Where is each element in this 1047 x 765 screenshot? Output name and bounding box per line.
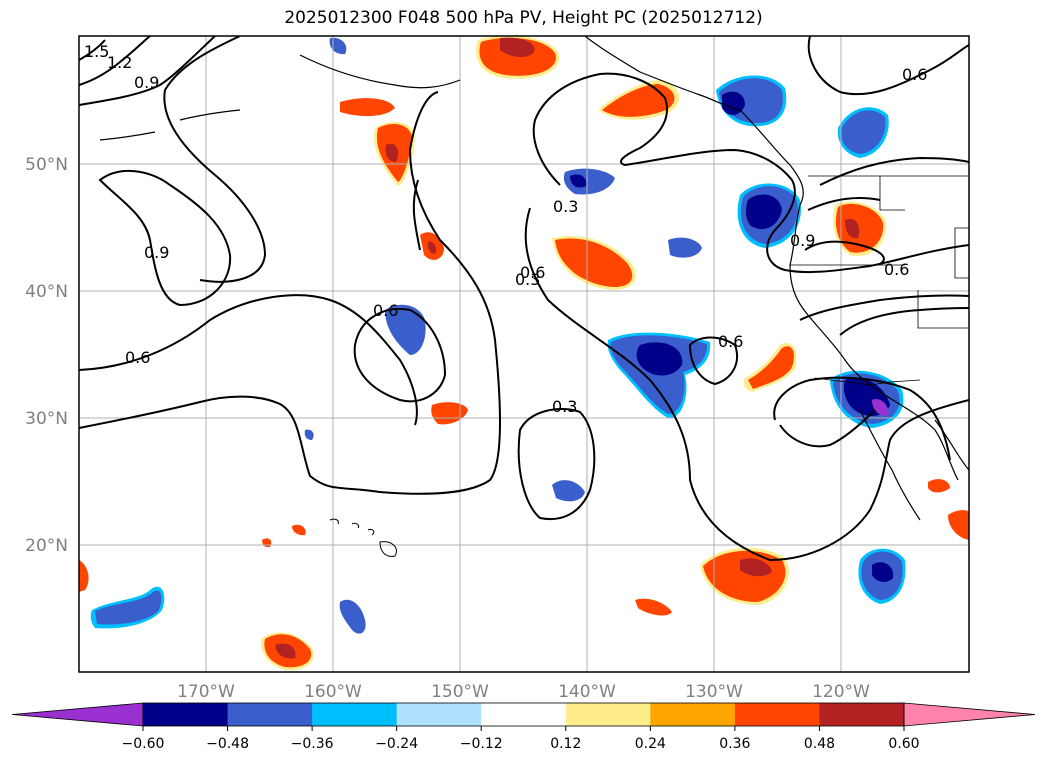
pv-shading <box>79 36 969 671</box>
hawaii-islands <box>329 518 397 557</box>
contour-label: 0.3 <box>553 197 578 216</box>
colorbar-segment <box>481 703 567 726</box>
contour-label: 0.9 <box>144 243 169 262</box>
negative-anomaly <box>90 37 906 634</box>
borders <box>790 175 969 386</box>
colorbar-segment <box>143 703 229 726</box>
contour-label: 0.6 <box>902 65 927 84</box>
contour-label: 1.2 <box>107 53 132 72</box>
longitude-labels: 170°W 160°W 150°W 140°W 130°W 120°W <box>177 682 870 702</box>
lat-label: 50°N <box>25 155 68 175</box>
colorbar-tick-label: −0.12 <box>460 736 503 752</box>
colorbar-segment <box>227 703 313 726</box>
colorbar-tick-label: 0.60 <box>888 736 919 752</box>
colorbar-tick-label: 0.48 <box>804 736 835 752</box>
contour-label: 0.6 <box>125 348 150 367</box>
lat-label: 40°N <box>25 282 68 302</box>
contour-label: 0.9 <box>134 73 159 92</box>
colorbar-tick-label: −0.48 <box>206 736 249 752</box>
height-contours <box>79 36 969 562</box>
lat-label: 20°N <box>25 536 68 556</box>
contour-label: 0.9 <box>790 231 815 250</box>
plot-area <box>79 36 969 672</box>
positive-anomaly <box>79 36 969 671</box>
contour-label: 0.3 <box>552 397 577 416</box>
lon-label: 160°W <box>304 682 362 702</box>
map-title: 2025012300 F048 500 hPa PV, Height PC (2… <box>284 8 763 28</box>
coastlines <box>99 36 969 521</box>
lon-label: 140°W <box>558 682 616 702</box>
lat-label: 30°N <box>25 409 68 429</box>
colorbar: −0.60 −0.48 −0.36 −0.24 −0.12 0.12 0.24 0.36 0.4… <box>11 702 1036 752</box>
colorbar-frame <box>142 702 905 727</box>
contour-label: 0.6 <box>373 301 398 320</box>
colorbar-extend-low <box>11 702 144 727</box>
colorbar-segment <box>565 703 651 726</box>
latitude-labels: 50°N 40°N 30°N 20°N <box>25 155 68 556</box>
lon-label: 150°W <box>431 682 489 702</box>
colorbar-extend-high <box>903 702 1036 727</box>
colorbar-tick-label: 0.36 <box>719 736 750 752</box>
colorbar-segment <box>396 703 482 726</box>
contour-label: 0.3 <box>515 270 540 289</box>
contour-label: 0.6 <box>520 263 545 282</box>
contour-label: 0.6 <box>718 332 743 351</box>
colorbar-segment <box>312 703 398 726</box>
colorbar-segment <box>819 703 905 726</box>
lon-label: 130°W <box>685 682 743 702</box>
colorbar-segment <box>734 703 820 726</box>
colorbar-segment <box>650 703 736 726</box>
colorbar-tick-label: −0.60 <box>122 736 165 752</box>
contour-label: 1.5 <box>84 42 109 61</box>
colorbar-tick-label: 0.24 <box>635 736 666 752</box>
lon-label: 120°W <box>812 682 870 702</box>
contour-label: 0.6 <box>884 260 909 279</box>
plot-frame <box>78 35 970 673</box>
colorbar-tick-label: 0.12 <box>550 736 581 752</box>
colorbar-tick-label: −0.36 <box>291 736 334 752</box>
contour-labels: 1.5 1.2 0.9 0.9 0.6 0.6 0.3 0.3 0.6 0.3 … <box>84 42 927 416</box>
lon-label: 170°W <box>177 682 235 702</box>
colorbar-tick-label: −0.24 <box>375 736 418 752</box>
